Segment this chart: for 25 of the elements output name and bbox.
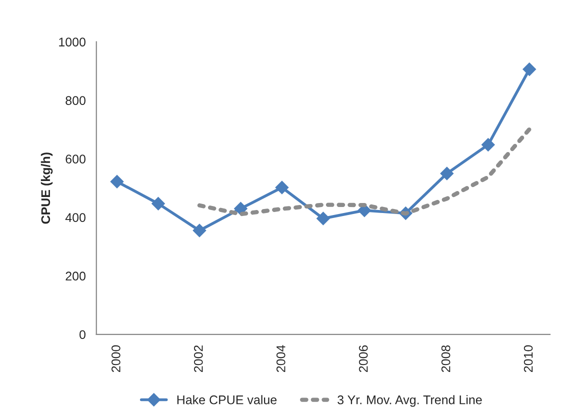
y-tick-label: 0 [80, 330, 86, 340]
x-tick-label: 2008 [441, 345, 450, 372]
point [192, 224, 206, 238]
x-tick-label: 2000 [112, 345, 120, 372]
x-tick-label: 2010 [524, 345, 533, 372]
point [152, 197, 165, 210]
y-tick-label: 600 [66, 154, 86, 164]
point [358, 204, 372, 217]
y-tick-label: 400 [65, 213, 86, 222]
x-tick-label: 2002 [194, 345, 203, 372]
x-tick-label: 2006 [358, 345, 368, 372]
point [275, 180, 289, 194]
x-tick-label: 2004 [276, 345, 286, 372]
point [482, 138, 495, 152]
y-axis-title: CPUE (kg/h) [40, 152, 53, 224]
point [234, 202, 248, 216]
legend-label: 3 Yr. Mov. Avg. Trend Line [338, 395, 482, 407]
point [110, 175, 124, 188]
legend-label: Hake CPUE value [177, 395, 277, 404]
point [522, 62, 536, 76]
point [440, 166, 454, 180]
y-tick-label: 200 [66, 272, 86, 281]
y-tick-label: 800 [66, 96, 86, 105]
point [316, 212, 330, 226]
y-tick-label: 1000 [59, 38, 86, 46]
